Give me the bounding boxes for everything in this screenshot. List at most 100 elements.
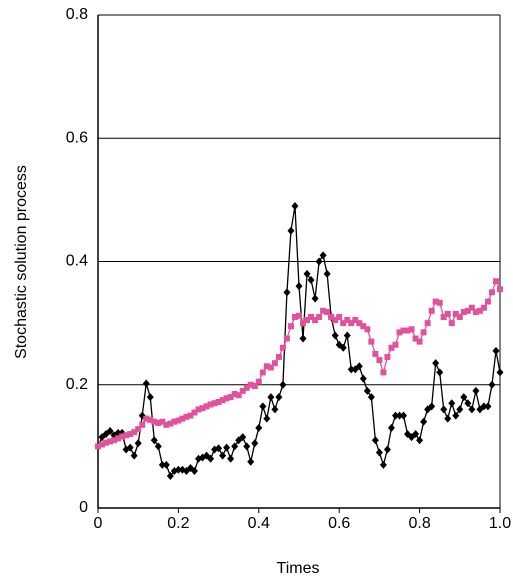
marker: [323, 269, 331, 278]
marker: [219, 397, 226, 404]
marker: [492, 278, 499, 285]
marker: [484, 298, 491, 305]
marker: [408, 326, 415, 333]
marker: [456, 405, 464, 414]
marker: [392, 341, 399, 348]
marker: [472, 386, 480, 395]
marker: [107, 438, 114, 445]
marker: [460, 309, 467, 316]
marker: [424, 320, 431, 327]
marker: [131, 429, 138, 436]
marker: [440, 313, 447, 320]
marker: [267, 393, 275, 402]
marker: [251, 439, 259, 448]
marker: [307, 275, 315, 284]
marker: [235, 392, 242, 399]
marker: [379, 460, 387, 469]
marker: [263, 363, 270, 370]
marker: [391, 411, 399, 420]
marker: [480, 402, 488, 411]
marker: [440, 405, 448, 414]
marker: [348, 320, 355, 327]
marker: [275, 393, 283, 402]
marker: [95, 443, 101, 450]
marker: [332, 317, 339, 324]
marker: [215, 444, 223, 453]
marker: [480, 304, 487, 311]
marker: [199, 405, 206, 412]
marker: [154, 442, 162, 451]
y-tick-label: 0.8: [66, 6, 88, 23]
marker: [319, 251, 327, 260]
marker: [247, 457, 255, 466]
marker: [367, 393, 375, 402]
marker: [472, 309, 479, 316]
marker: [444, 414, 452, 423]
marker: [347, 365, 355, 374]
marker: [139, 421, 146, 428]
marker: [331, 331, 339, 340]
marker: [396, 411, 403, 420]
marker: [155, 419, 162, 426]
marker: [352, 317, 359, 324]
marker: [364, 326, 371, 333]
marker: [468, 405, 476, 414]
marker: [396, 329, 403, 336]
marker: [135, 426, 142, 433]
x-axis-label: Times: [277, 560, 320, 577]
marker: [375, 448, 383, 457]
series-line: [97, 205, 501, 478]
marker: [171, 418, 178, 425]
marker: [203, 403, 210, 410]
marker: [428, 307, 435, 314]
marker: [324, 309, 331, 316]
marker: [166, 471, 174, 480]
marker: [464, 399, 472, 408]
marker: [111, 437, 118, 444]
marker: [359, 374, 367, 383]
marker: [195, 406, 202, 413]
marker: [159, 418, 166, 425]
marker: [488, 380, 496, 389]
marker: [420, 417, 428, 426]
marker: [492, 346, 500, 355]
marker: [191, 409, 198, 416]
marker: [372, 350, 379, 357]
marker: [497, 286, 503, 293]
marker: [436, 368, 444, 377]
marker: [388, 344, 395, 351]
marker: [308, 313, 315, 320]
marker: [452, 310, 459, 317]
marker: [376, 357, 383, 364]
marker: [255, 423, 263, 432]
y-tick-label: 0.6: [66, 129, 88, 146]
marker: [416, 436, 424, 445]
marker: [400, 411, 408, 420]
marker: [190, 467, 198, 476]
marker: [484, 402, 492, 411]
marker: [328, 313, 335, 320]
marker: [295, 282, 303, 291]
marker: [259, 369, 266, 376]
marker: [299, 334, 307, 343]
marker: [384, 354, 391, 361]
marker: [275, 354, 282, 361]
marker: [287, 323, 294, 330]
marker: [448, 320, 455, 327]
y-tick-label: 0.4: [66, 253, 88, 270]
marker: [130, 451, 138, 460]
marker: [420, 329, 427, 336]
marker: [304, 317, 311, 324]
marker: [464, 307, 471, 314]
marker: [460, 393, 468, 402]
marker: [363, 386, 371, 395]
marker: [316, 313, 323, 320]
marker: [147, 416, 154, 423]
marker: [356, 320, 363, 327]
marker: [279, 344, 286, 351]
marker: [179, 415, 186, 422]
marker: [259, 402, 267, 411]
marker: [143, 415, 150, 422]
